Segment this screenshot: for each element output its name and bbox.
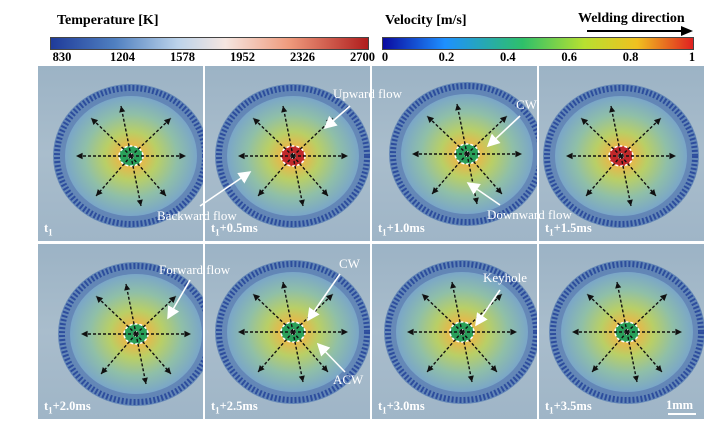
welding-direction-label: Welding direction <box>578 11 685 26</box>
time-offset: +1.0ms <box>386 220 425 235</box>
time-subscript: 1 <box>382 405 387 415</box>
time-subscript: 1 <box>215 405 220 415</box>
time-offset: +1.5ms <box>553 220 592 235</box>
temp-tick: 2326 <box>290 50 315 64</box>
vel-tick: 0.6 <box>561 50 577 64</box>
time-base: t <box>545 398 550 413</box>
annotation-acw: ACW <box>333 372 364 387</box>
vel-tick: 0.8 <box>622 50 639 64</box>
panel-time-label: t1+2.0ms <box>44 399 91 416</box>
time-base: t <box>44 220 49 235</box>
velocity-colorbar <box>382 37 694 50</box>
vel-tick: 1 <box>688 50 696 64</box>
time-subscript: 1 <box>549 227 554 237</box>
time-subscript: 1 <box>48 227 53 237</box>
annotation-upward-flow: Upward flow <box>333 86 402 101</box>
time-base: t <box>378 220 383 235</box>
panel-time-label: t1+2.5ms <box>211 399 258 416</box>
panel-time-label: t1+0.5ms <box>211 221 258 238</box>
annotation-cw-bottom: CW <box>339 256 360 271</box>
time-base: t <box>378 398 383 413</box>
time-offset: +3.5ms <box>553 398 592 413</box>
time-subscript: 1 <box>549 405 554 415</box>
scale-bar-label: 1mm <box>666 398 694 412</box>
annotation-downward-flow: Downward flow <box>487 207 572 222</box>
time-base: t <box>211 220 216 235</box>
scale-bar-line <box>668 413 696 415</box>
time-base: t <box>545 220 550 235</box>
time-subscript: 1 <box>215 227 220 237</box>
panel-time-label: t1 <box>44 221 53 238</box>
annotation-keyhole: Keyhole <box>483 270 528 285</box>
time-offset: +2.5ms <box>219 398 258 413</box>
temperature-colorbar-title: Temperature [K] <box>57 13 159 28</box>
time-offset: +0.5ms <box>219 220 258 235</box>
temp-tick: 1952 <box>230 50 255 64</box>
vel-tick: 0 <box>381 50 389 64</box>
time-subscript: 1 <box>382 227 387 237</box>
temp-tick: 1204 <box>110 50 135 64</box>
time-base: t <box>211 398 216 413</box>
simulation-panel: t1+1.5ms <box>539 66 704 241</box>
annotation-forward-flow: Forward flow <box>159 262 231 277</box>
temperature-colorbar <box>50 37 369 50</box>
time-subscript: 1 <box>48 405 53 415</box>
velocity-colorbar-title: Velocity [m/s] <box>385 13 467 28</box>
panel-time-label: t1+3.0ms <box>378 399 425 416</box>
temp-tick: 830 <box>52 50 72 64</box>
annotation-cw-top: CW <box>516 97 537 112</box>
panel-time-label: t1+1.0ms <box>378 221 425 238</box>
simulation-panel: t1 <box>38 66 203 241</box>
time-offset: +3.0ms <box>386 398 425 413</box>
panel-time-label: t1+3.5ms <box>545 399 592 416</box>
annotation-backward-flow: Backward flow <box>157 208 237 223</box>
temp-tick: 2700 <box>350 50 375 64</box>
temp-tick: 1578 <box>170 50 195 64</box>
vel-tick: 0.4 <box>499 50 516 64</box>
simulation-panel: t1+3.5ms <box>539 244 704 419</box>
time-base: t <box>44 398 49 413</box>
panel-time-label: t1+1.5ms <box>545 221 592 238</box>
vel-tick: 0.2 <box>438 50 455 64</box>
welding-direction-arrow <box>587 26 693 36</box>
time-offset: +2.0ms <box>52 398 91 413</box>
